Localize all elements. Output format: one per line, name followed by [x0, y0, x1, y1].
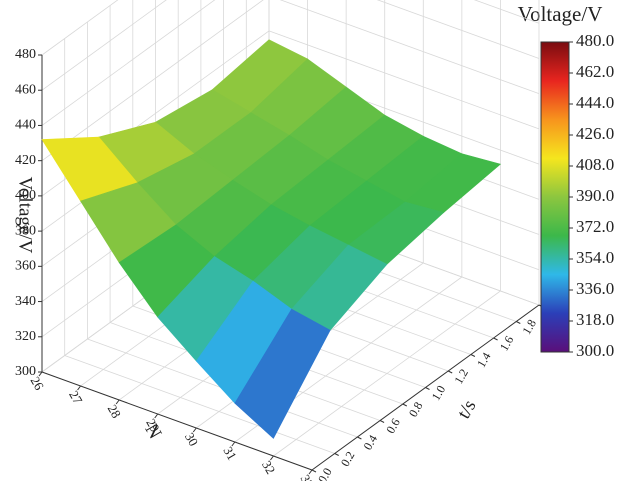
x-tick-label: 30: [182, 430, 201, 449]
z-grid-line: [279, 0, 540, 95]
surface-cell: [234, 308, 331, 439]
y-tick: [447, 370, 453, 374]
z-tick-label: 440: [15, 118, 36, 133]
z-tick-label: 380: [15, 223, 36, 238]
y-tick: [516, 321, 521, 324]
y-tick-label: 1.6: [497, 333, 517, 353]
colorbar-title: Voltage/V: [518, 2, 603, 26]
y-tick: [379, 420, 385, 423]
y-tick: [311, 469, 317, 473]
y-tick-label: 0.8: [406, 399, 426, 419]
y-tick: [493, 337, 498, 341]
x-tick-label: 28: [105, 402, 124, 421]
x-tick-label: 31: [220, 444, 239, 463]
colorbar: [540, 41, 570, 353]
z-grid-line: [268, 30, 540, 130]
x-tick-label: 29: [143, 416, 162, 435]
colorbar-tick-label: 408.0: [576, 155, 614, 174]
colorbar-tick-label: 318.0: [576, 310, 614, 329]
z-axis-label: Voltage/V: [15, 177, 36, 254]
z-tick-label: 360: [15, 259, 36, 274]
x-tick-label: 27: [66, 388, 86, 407]
y-tick-label: 0.4: [361, 432, 381, 452]
y-grid-line: [64, 355, 335, 454]
x-tick: [154, 413, 159, 419]
x-tick: [308, 469, 313, 475]
colorbar-tick-label: 480.0: [576, 31, 614, 50]
x-tick: [231, 441, 236, 447]
x-tick: [270, 455, 274, 461]
y-axis-label: t/s: [453, 396, 480, 422]
y-tick-label: 0.0: [315, 465, 335, 481]
colorbar-tick-label: 390.0: [576, 186, 614, 205]
y-tick-label: 1.8: [519, 317, 539, 337]
x-tick: [115, 399, 120, 405]
z-tick-label: 420: [15, 153, 36, 168]
z-tick-label: 320: [15, 329, 36, 344]
x-tick-label: 33: [298, 472, 317, 481]
z-tick-label: 480: [15, 47, 36, 62]
z-tick-label: 460: [15, 82, 36, 97]
colorbar-tick-label: 300.0: [576, 341, 614, 360]
z-tick-label: 340: [15, 294, 36, 309]
x-tick: [77, 385, 81, 391]
y-tick-label: 1.2: [451, 366, 471, 386]
z-grid-line: [41, 0, 119, 56]
y-tick-label: 0.6: [383, 416, 403, 436]
x-tick-label: 32: [259, 458, 278, 477]
y-tick-label: 1.4: [474, 350, 494, 370]
colorbar-tick-label: 426.0: [576, 124, 614, 143]
y-tick-label: 1.0: [429, 383, 449, 403]
colorbar-tick-label: 372.0: [576, 217, 614, 236]
z-tick-label: 300: [15, 364, 36, 379]
colorbar-tick-label: 354.0: [576, 248, 614, 267]
z-grid-line: [376, 0, 540, 59]
y-tick: [357, 436, 362, 440]
colorbar-tick-label: 336.0: [576, 279, 614, 298]
colorbar-tick-label: 444.0: [576, 93, 614, 112]
y-tick: [402, 403, 408, 407]
z-grid-line: [473, 0, 540, 24]
y-tick: [334, 453, 339, 456]
x-tick: [192, 427, 197, 433]
colorbar-tick-label: 462.0: [576, 62, 614, 81]
z-tick-label: 400: [15, 188, 36, 203]
y-tick: [425, 387, 430, 390]
axis-line: [41, 371, 313, 471]
y-tick-label: 0.2: [338, 449, 358, 469]
y-tick: [470, 354, 476, 357]
x-tick: [38, 371, 43, 377]
